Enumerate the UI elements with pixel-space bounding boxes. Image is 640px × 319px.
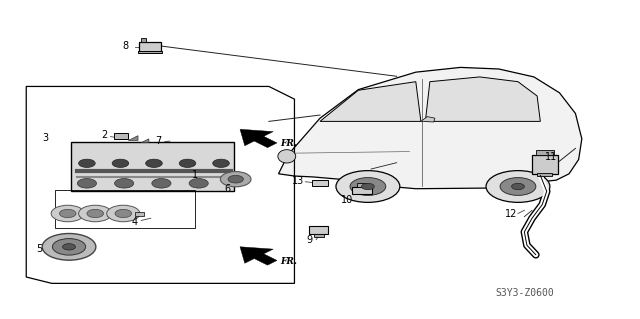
Circle shape <box>77 179 97 188</box>
Text: 5: 5 <box>36 244 42 254</box>
Circle shape <box>79 159 95 167</box>
Circle shape <box>87 209 104 218</box>
Bar <box>536 150 554 155</box>
Text: 1: 1 <box>193 170 198 180</box>
Text: 4: 4 <box>132 217 138 227</box>
Circle shape <box>336 171 400 202</box>
Polygon shape <box>421 117 435 122</box>
Text: 6: 6 <box>225 184 230 194</box>
Bar <box>357 183 367 188</box>
Text: 7: 7 <box>156 136 161 146</box>
Text: 2: 2 <box>101 130 108 140</box>
Circle shape <box>152 179 171 188</box>
Text: S3Y3-Z0600: S3Y3-Z0600 <box>495 288 554 298</box>
Text: 3: 3 <box>42 133 49 143</box>
Bar <box>107 211 116 216</box>
Text: 11: 11 <box>545 152 557 162</box>
Polygon shape <box>240 129 277 148</box>
Bar <box>115 133 129 139</box>
Circle shape <box>220 172 251 187</box>
Circle shape <box>112 159 129 167</box>
Text: FR.: FR. <box>280 257 297 266</box>
Bar <box>138 51 163 53</box>
Polygon shape <box>426 77 540 122</box>
Text: 13: 13 <box>292 176 305 186</box>
Polygon shape <box>240 247 277 265</box>
Polygon shape <box>129 136 138 140</box>
Polygon shape <box>278 67 582 189</box>
Polygon shape <box>141 139 149 143</box>
Circle shape <box>52 239 86 255</box>
Bar <box>141 38 147 42</box>
Text: 10: 10 <box>340 195 353 205</box>
Circle shape <box>212 159 229 167</box>
Bar <box>135 211 144 216</box>
Circle shape <box>228 175 243 183</box>
Text: 9: 9 <box>307 235 313 246</box>
Circle shape <box>179 159 196 167</box>
Bar <box>71 142 234 191</box>
Circle shape <box>115 179 134 188</box>
Bar <box>352 188 372 195</box>
Bar <box>55 190 195 228</box>
Text: 8: 8 <box>123 41 129 51</box>
Polygon shape <box>320 82 421 122</box>
Circle shape <box>42 234 96 260</box>
Circle shape <box>350 178 386 196</box>
Circle shape <box>146 159 163 167</box>
Bar <box>537 173 552 176</box>
Circle shape <box>500 178 536 196</box>
Circle shape <box>51 205 84 222</box>
Bar <box>314 234 324 237</box>
Circle shape <box>189 179 208 188</box>
Circle shape <box>486 171 550 202</box>
Circle shape <box>115 209 132 218</box>
Bar <box>140 42 161 51</box>
Bar <box>79 211 88 216</box>
Circle shape <box>107 205 140 222</box>
Circle shape <box>79 205 112 222</box>
Circle shape <box>511 183 524 190</box>
Bar <box>532 155 557 174</box>
Text: FR.: FR. <box>280 139 297 148</box>
Circle shape <box>63 244 76 250</box>
Bar <box>312 180 328 186</box>
Text: 12: 12 <box>506 209 518 219</box>
Bar <box>309 226 328 234</box>
Ellipse shape <box>278 150 296 163</box>
Circle shape <box>362 183 374 190</box>
Circle shape <box>60 209 76 218</box>
